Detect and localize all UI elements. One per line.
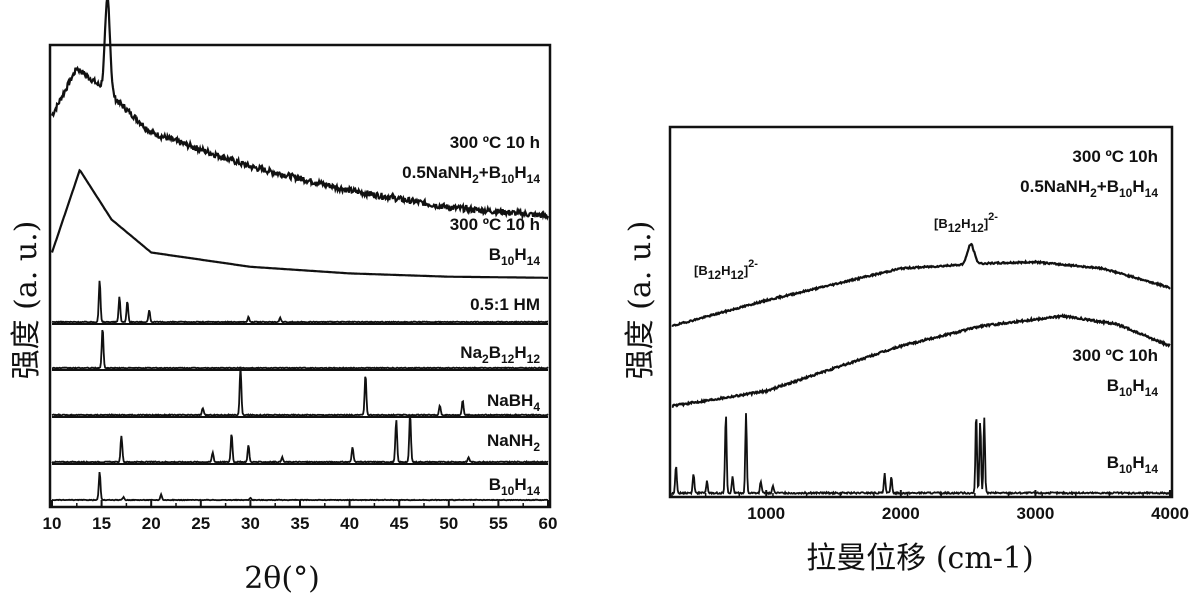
x-tick-label: 35 (291, 514, 310, 533)
x-tick-label: 55 (489, 514, 508, 533)
raman-annotation: [B12H12]2- (694, 258, 758, 282)
x-tick-label: 4000 (1151, 504, 1189, 523)
series-line-1 (671, 313, 1171, 408)
x-tick-label: 15 (92, 514, 111, 533)
series-line-0 (50, 0, 550, 221)
xrd-series-labels: 300 ºC 10 h 0.5NaNH2+B10H14 300 ºC 10 h B10… (402, 133, 540, 498)
xrd-curves (50, 0, 550, 502)
raman-y-title: 强度 (a. u.) (623, 221, 658, 380)
x-tick-label: 60 (539, 514, 558, 533)
raman-frame (668, 125, 1174, 499)
xrd-panel: 10 15 20 25 30 35 40 45 50 55 60 300 ºC 10 h 0.5NaN… (9, 0, 557, 596)
x-tick-label: 45 (390, 514, 409, 533)
series-line-0 (671, 242, 1171, 327)
series-label: B10H14 (489, 475, 541, 498)
x-tick-label: 40 (340, 514, 359, 533)
x-tick-label: 1000 (747, 504, 785, 523)
x-tick-label: 3000 (1016, 504, 1054, 523)
raman-curves (671, 242, 1171, 496)
series-line-4 (51, 366, 549, 417)
xrd-x-title: 2θ(°) (244, 561, 320, 596)
series-label: NaBH4 (487, 391, 540, 414)
raman-annotation: [B12H12]2- (934, 211, 998, 235)
xrd-ticks: 10 15 20 25 30 35 40 45 50 55 60 (43, 500, 558, 533)
series-label: 0.5NaNH2+B10H14 (402, 163, 540, 186)
series-label: 300 ºC 10h (1072, 147, 1158, 166)
series-label: Na2B12H12 (460, 343, 540, 366)
series-label: B10H14 (1107, 453, 1159, 476)
raman-panel: 1000 2000 3000 4000 300 ºC 10h 0.5NaNH2+B10H… (623, 125, 1189, 576)
series-label: 300 ºC 10h (1072, 346, 1158, 365)
series-line-6 (51, 471, 548, 502)
series-line-5 (51, 416, 549, 465)
series-label: 0.5NaNH2+B10H14 (1020, 177, 1158, 200)
x-tick-label: 2000 (882, 504, 920, 523)
series-label: 0.5:1 HM (470, 295, 540, 314)
series-label: B10H14 (1107, 376, 1159, 399)
xrd-y-title: 强度 (a. u.) (9, 221, 44, 380)
raman-series-labels: 300 ºC 10h 0.5NaNH2+B10H14 300 ºC 10h B10H1… (1020, 147, 1158, 476)
raman-x-title: 拉曼位移 (cm-1) (806, 541, 1033, 576)
x-tick-label: 20 (142, 514, 161, 533)
series-line-3 (52, 329, 549, 370)
x-tick-label: 10 (43, 514, 62, 533)
series-line-2 (671, 413, 1171, 496)
raman-ticks: 1000 2000 3000 4000 (671, 490, 1189, 523)
series-label: 300 ºC 10 h (450, 215, 540, 234)
series-label: 300 ºC 10 h (450, 133, 540, 152)
raman-annotations: [B12H12]2- [B12H12]2- (694, 211, 998, 282)
series-label: NaNH2 (487, 431, 540, 454)
series-line-1 (50, 168, 548, 279)
x-tick-label: 25 (191, 514, 210, 533)
series-line-2 (51, 280, 549, 324)
x-tick-label: 50 (439, 514, 458, 533)
x-tick-label: 30 (241, 514, 260, 533)
series-label: B10H14 (489, 245, 541, 268)
